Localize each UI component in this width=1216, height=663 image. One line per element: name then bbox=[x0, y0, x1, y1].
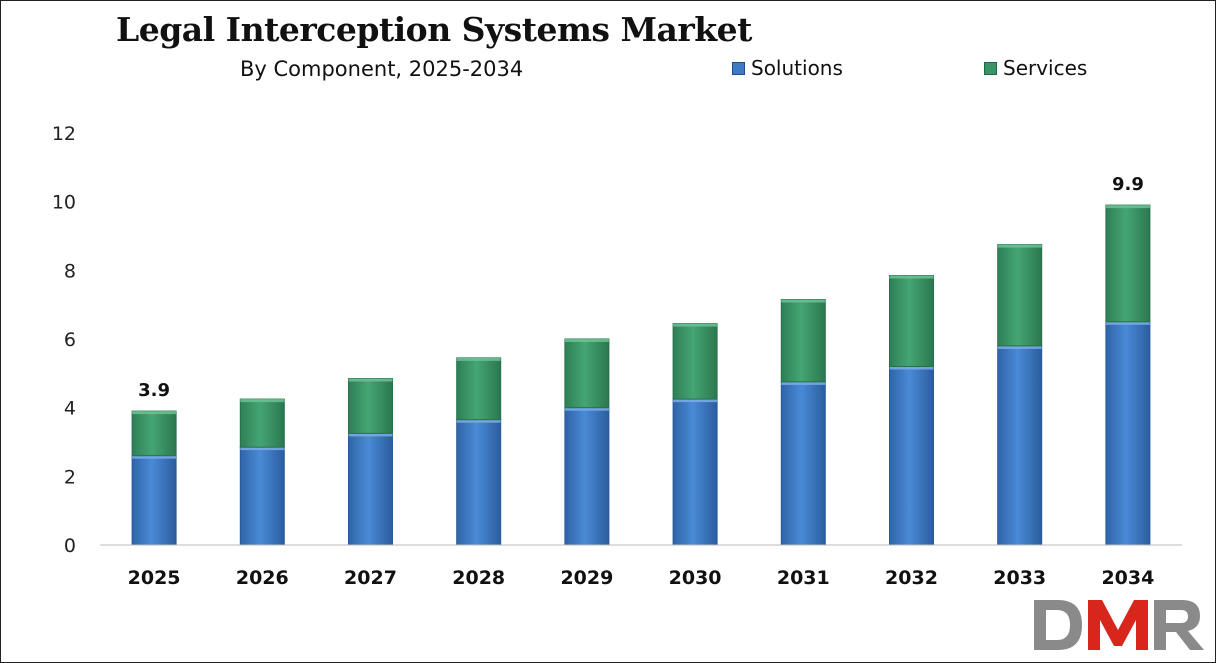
bar-top-highlight-services-2033 bbox=[997, 244, 1042, 248]
bar-top-highlight-solutions-2025 bbox=[132, 455, 177, 459]
bar-top-highlight-services-2030 bbox=[673, 323, 718, 327]
legend-swatch-services bbox=[984, 61, 997, 75]
y-tick-label-6: 6 bbox=[64, 329, 76, 351]
bar-top-highlight-solutions-2029 bbox=[564, 407, 609, 411]
bar-top-highlight-services-2034 bbox=[1105, 205, 1150, 209]
legend-item-solutions: Solutions bbox=[732, 56, 843, 80]
chart-title: Legal Interception Systems Market bbox=[116, 10, 752, 49]
bar-services-2025 bbox=[131, 410, 177, 457]
bar-solutions-2033 bbox=[997, 345, 1043, 546]
bar-top-highlight-solutions-2030 bbox=[673, 399, 718, 403]
x-tick-label-2025: 2025 bbox=[128, 567, 181, 589]
x-tick-label-2031: 2031 bbox=[777, 567, 830, 589]
bar-top-highlight-solutions-2031 bbox=[781, 381, 826, 385]
x-tick-label-2033: 2033 bbox=[993, 567, 1046, 589]
x-tick-label-2027: 2027 bbox=[344, 567, 397, 589]
y-tick-label-12: 12 bbox=[52, 123, 76, 145]
bar-solutions-2029 bbox=[564, 407, 610, 546]
data-label-2034: 9.9 bbox=[1112, 174, 1144, 195]
bar-solutions-2030 bbox=[672, 398, 718, 546]
x-tick-label-2032: 2032 bbox=[885, 567, 938, 589]
legend-item-services: Services bbox=[984, 56, 1087, 80]
x-tick-label-2029: 2029 bbox=[560, 567, 613, 589]
x-tick-label-2028: 2028 bbox=[452, 567, 505, 589]
bar-top-highlight-solutions-2032 bbox=[889, 366, 934, 370]
bar-top-highlight-services-2031 bbox=[781, 299, 826, 303]
bar-top-highlight-services-2025 bbox=[132, 411, 177, 415]
bar-services-2027 bbox=[348, 378, 393, 434]
y-tick-label-0: 0 bbox=[64, 535, 76, 557]
y-tick-label-10: 10 bbox=[52, 192, 76, 214]
bar-solutions-2025 bbox=[131, 455, 177, 546]
bar-solutions-2031 bbox=[780, 381, 826, 546]
y-tick-label-8: 8 bbox=[64, 260, 76, 282]
x-tick-label-2026: 2026 bbox=[236, 567, 289, 589]
bar-top-highlight-services-2027 bbox=[348, 378, 393, 382]
x-tick-label-2034: 2034 bbox=[1101, 567, 1154, 589]
bar-top-highlight-solutions-2033 bbox=[997, 345, 1042, 349]
legend-label-solutions: Solutions bbox=[751, 56, 843, 80]
bar-top-highlight-solutions-2027 bbox=[348, 433, 393, 437]
legend-swatch-solutions bbox=[732, 61, 745, 75]
bar-solutions-2027 bbox=[348, 432, 393, 546]
dmr-logo bbox=[1034, 600, 1204, 650]
bar-solutions-2032 bbox=[889, 366, 934, 546]
bar-top-highlight-services-2029 bbox=[564, 339, 609, 342]
bar-services-2026 bbox=[239, 398, 285, 448]
bar-top-highlight-services-2026 bbox=[240, 399, 285, 403]
legend-label-services: Services bbox=[1003, 56, 1088, 80]
bar-services-2030 bbox=[672, 323, 718, 400]
bar-services-2033 bbox=[997, 244, 1043, 347]
chart-subtitle: By Component, 2025-2034 bbox=[240, 57, 524, 81]
data-label-2025: 3.9 bbox=[138, 380, 170, 401]
bar-services-2032 bbox=[889, 275, 934, 367]
bar-solutions-2028 bbox=[456, 419, 502, 546]
bar-top-highlight-services-2032 bbox=[889, 275, 934, 279]
bar-solutions-2034 bbox=[1105, 321, 1151, 546]
bar-services-2029 bbox=[564, 338, 610, 409]
bar-top-highlight-solutions-2034 bbox=[1105, 321, 1150, 325]
bar-services-2034 bbox=[1105, 204, 1151, 323]
bar-solutions-2026 bbox=[239, 446, 285, 546]
y-tick-label-4: 4 bbox=[64, 398, 76, 420]
bar-top-highlight-services-2028 bbox=[456, 357, 501, 361]
bar-top-highlight-solutions-2026 bbox=[240, 447, 285, 451]
bar-services-2028 bbox=[456, 357, 502, 421]
bar-services-2031 bbox=[780, 299, 826, 383]
x-tick-label-2030: 2030 bbox=[669, 567, 722, 589]
bar-top-highlight-solutions-2028 bbox=[456, 419, 501, 423]
y-tick-label-2: 2 bbox=[64, 466, 76, 488]
